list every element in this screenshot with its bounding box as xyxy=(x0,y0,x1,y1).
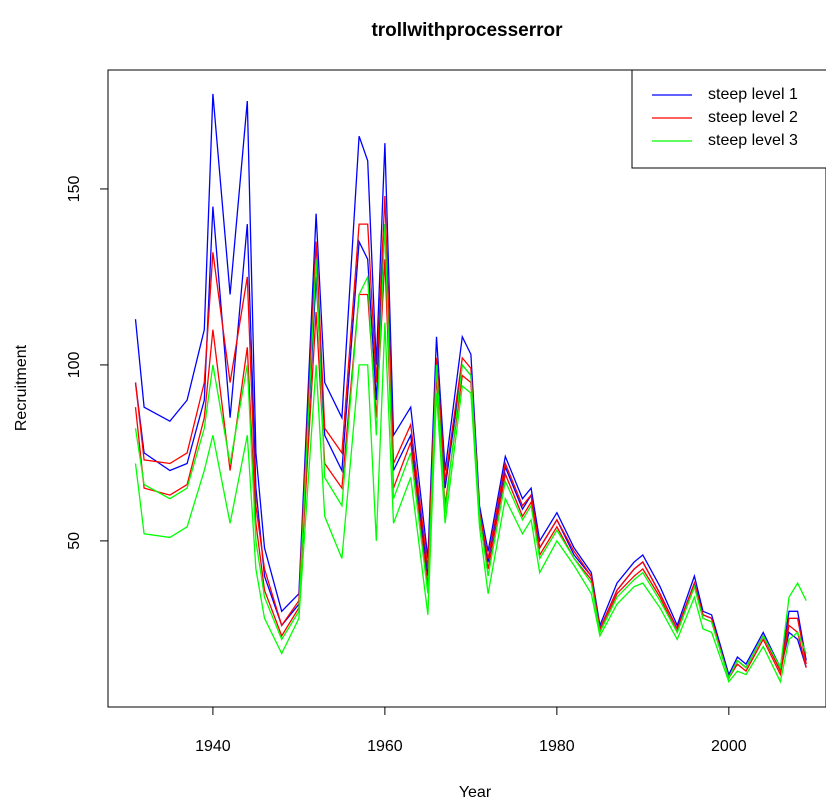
series-line xyxy=(134,224,807,680)
chart-title: trollwithprocesserror xyxy=(371,20,563,41)
legend-box xyxy=(631,69,826,169)
series-line xyxy=(134,195,807,680)
legend-label: steep level 2 xyxy=(708,109,798,126)
legend-label: steep level 3 xyxy=(708,132,798,149)
y-tick-label: 50 xyxy=(66,532,83,550)
y-axis-label: Recruitment xyxy=(13,344,30,431)
x-tick-label: 1980 xyxy=(539,738,575,755)
plot-frame xyxy=(107,69,826,708)
x-tick-label: 1940 xyxy=(195,738,231,755)
x-tick-label: 1960 xyxy=(367,738,403,755)
series-line xyxy=(134,206,807,680)
y-tick-label: 150 xyxy=(66,176,83,203)
x-axis-label: Year xyxy=(459,784,492,801)
series-line xyxy=(134,322,807,684)
x-tick-label: 2000 xyxy=(711,738,747,755)
y-tick-label: 100 xyxy=(66,351,83,378)
legend-label: steep level 1 xyxy=(708,86,798,103)
